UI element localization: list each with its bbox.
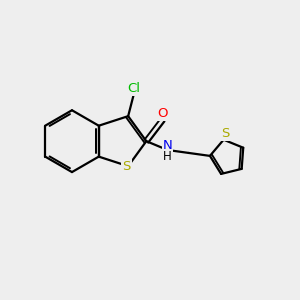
Text: N: N [163,139,172,152]
Text: O: O [157,107,168,120]
Text: S: S [122,160,131,173]
Text: S: S [221,127,229,140]
Text: H: H [163,150,171,163]
Text: Cl: Cl [127,82,140,95]
